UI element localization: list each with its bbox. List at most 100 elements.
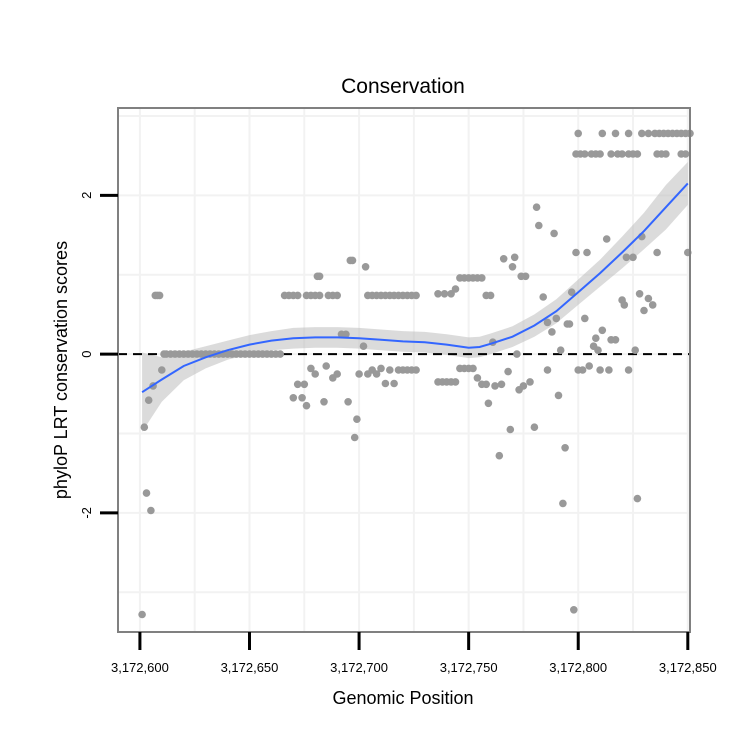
smooth-confidence-band [142, 162, 688, 432]
data-point [624, 129, 633, 138]
data-point [556, 346, 565, 355]
x-tick-label: 3,172,800 [549, 660, 607, 675]
data-point [298, 394, 306, 402]
data-point [342, 330, 350, 339]
data-point [611, 129, 620, 138]
data-point [300, 380, 309, 389]
data-point [155, 291, 164, 300]
data-point [344, 398, 352, 406]
data-point [583, 248, 591, 257]
data-point [322, 362, 331, 370]
data-point [412, 291, 420, 300]
x-axis: 3,172,600 3,172,650 3,172,700 3,172,750 3,17… [111, 632, 717, 675]
data-point [158, 366, 166, 374]
data-point [138, 610, 146, 619]
data-point [315, 291, 324, 300]
data-point [543, 318, 552, 327]
data-point [644, 129, 653, 138]
x-tick-label: 3,172,600 [111, 660, 169, 675]
data-point [353, 415, 361, 424]
data-point [348, 256, 357, 265]
data-point [607, 150, 615, 158]
data-point [578, 366, 587, 374]
data-point [361, 263, 370, 271]
data-point [289, 394, 298, 402]
data-point [519, 382, 528, 390]
data-point [635, 290, 644, 298]
data-point [355, 370, 363, 378]
data-point [499, 254, 508, 263]
data-point [552, 314, 561, 323]
data-point [594, 346, 602, 355]
y-tick-label: 0 [79, 350, 94, 357]
smooth-trend-line [141, 182, 689, 394]
data-point [644, 294, 653, 303]
data-point [620, 301, 629, 309]
data-point [598, 326, 607, 335]
data-point [638, 129, 646, 138]
data-point [333, 370, 342, 378]
data-point [611, 336, 620, 344]
data-point [478, 274, 486, 282]
data-point [506, 425, 515, 434]
data-point [602, 235, 611, 243]
data-point [495, 451, 504, 460]
data-point [539, 293, 547, 301]
data-point [412, 366, 420, 374]
data-point [333, 291, 342, 300]
data-point [315, 272, 324, 281]
data-point [681, 150, 690, 158]
data-point [526, 378, 534, 386]
data-point [567, 288, 576, 297]
x-tick-label: 3,172,850 [659, 660, 717, 675]
data-points [138, 129, 694, 619]
data-point [451, 285, 460, 293]
data-point [559, 499, 567, 508]
data-point [535, 221, 543, 230]
data-point [550, 229, 558, 238]
data-point [653, 248, 661, 257]
data-point [662, 150, 670, 158]
data-point [484, 399, 493, 408]
x-tick-label: 3,172,750 [440, 660, 498, 675]
data-point [640, 306, 648, 315]
data-point [570, 606, 578, 614]
data-point [473, 374, 482, 382]
data-point [605, 366, 613, 374]
data-point [302, 401, 311, 410]
data-point [320, 398, 328, 406]
data-point [543, 366, 552, 374]
y-tick-label: 2 [79, 192, 94, 199]
data-point [629, 253, 637, 262]
data-point [147, 506, 155, 515]
data-point [293, 380, 302, 389]
data-point [144, 396, 153, 405]
data-point [447, 290, 455, 298]
data-point [434, 290, 442, 298]
data-point [276, 350, 285, 358]
chart-title: Conservation [341, 75, 465, 98]
data-point [486, 291, 495, 300]
data-point [451, 378, 460, 386]
data-point [598, 129, 607, 138]
data-point [510, 253, 519, 262]
y-axis: -2 0 2 [79, 192, 118, 519]
data-point [491, 382, 499, 390]
data-point [293, 291, 302, 300]
data-point [469, 364, 477, 373]
data-point [581, 314, 589, 323]
data-point [381, 379, 390, 388]
data-point [548, 328, 556, 336]
data-point [633, 150, 642, 158]
data-point [622, 253, 631, 262]
data-point [631, 346, 639, 355]
data-point [311, 370, 320, 378]
data-point [561, 444, 569, 452]
data-point [504, 367, 512, 376]
data-point [372, 370, 381, 378]
data-point [482, 380, 491, 389]
x-tick-label: 3,172,700 [330, 660, 388, 675]
x-tick-label: 3,172,650 [221, 660, 279, 675]
data-point [618, 150, 626, 158]
data-point [596, 366, 604, 374]
